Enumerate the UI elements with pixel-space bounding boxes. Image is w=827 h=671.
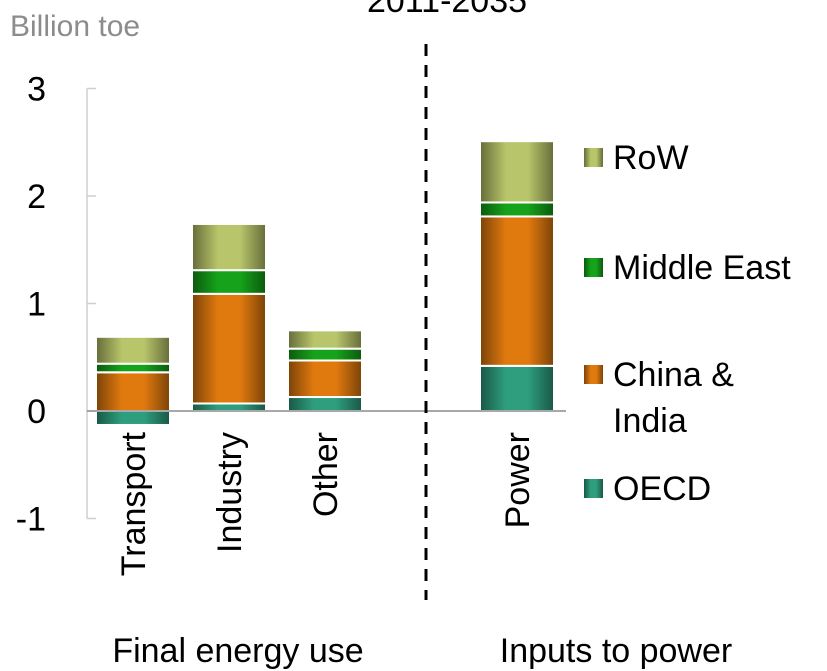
bar-stack-transport	[95, 335, 171, 426]
legend-swatch-oecd	[584, 479, 603, 498]
bar-segment-industry-oecd	[191, 402, 267, 413]
legend-swatch-middle-east	[584, 258, 603, 277]
legend-swatch-china-and-india	[584, 365, 603, 384]
bar-segment-other-china-and-india	[287, 359, 363, 399]
legend-label-middle-east: Middle East	[613, 249, 791, 287]
bar-segment-other-middle-east	[287, 347, 363, 362]
bar-segment-industry-middle-east	[191, 269, 267, 295]
bar-stack-power	[479, 140, 555, 413]
category-labels: Transport Industry Other Power	[115, 431, 537, 576]
bar-segment-transport-oecd	[95, 410, 171, 426]
category-label-other: Other	[307, 432, 345, 517]
bar-segment-power-row	[479, 140, 555, 204]
y-axis-unit-label: Billion toe	[10, 10, 140, 43]
category-label-power: Power	[499, 432, 537, 528]
legend-swatch-row	[584, 148, 603, 167]
legend: RoW Middle East China & India OECD	[584, 139, 791, 508]
bar-segment-industry-china-and-india	[191, 292, 267, 405]
legend-item-china-and-india: China & India	[584, 356, 734, 440]
chart-title: 2011-2035	[367, 0, 527, 20]
bar-segment-transport-row	[95, 335, 171, 365]
y-tick-label: 2	[27, 178, 46, 216]
group-label-inputs-to-power: Inputs to power	[500, 632, 732, 670]
y-tick-label: 0	[27, 393, 46, 431]
category-label-transport: Transport	[115, 431, 153, 576]
legend-label-china-and-india: China & India	[613, 356, 734, 440]
y-tick-label: -1	[16, 501, 46, 539]
legend-item-middle-east: Middle East	[584, 249, 791, 287]
bar-stack-other	[287, 329, 363, 412]
bar-segment-other-oecd	[287, 396, 363, 412]
bar-segment-industry-row	[191, 222, 267, 272]
group-labels: Final energy use Inputs to power	[112, 632, 732, 670]
bar-stack-industry	[191, 222, 267, 413]
group-label-final-energy-use: Final energy use	[112, 632, 363, 670]
legend-item-row: RoW	[584, 139, 689, 177]
y-tick-label: 3	[27, 71, 46, 109]
legend-item-oecd: OECD	[584, 470, 711, 508]
y-tick-label: 1	[27, 286, 46, 324]
legend-label-oecd: OECD	[613, 470, 711, 508]
bar-segment-power-middle-east	[479, 201, 555, 218]
bar-segment-transport-middle-east	[95, 362, 171, 374]
bar-segment-other-row	[287, 329, 363, 350]
bar-segment-power-china-and-india	[479, 215, 555, 367]
legend-label-row: RoW	[613, 139, 689, 177]
bars	[95, 140, 555, 426]
y-axis: -1 0 1 2 3	[16, 71, 96, 539]
category-label-industry: Industry	[211, 432, 249, 553]
bar-segment-transport-china-and-india	[95, 371, 171, 412]
bar-segment-power-oecd	[479, 364, 555, 413]
